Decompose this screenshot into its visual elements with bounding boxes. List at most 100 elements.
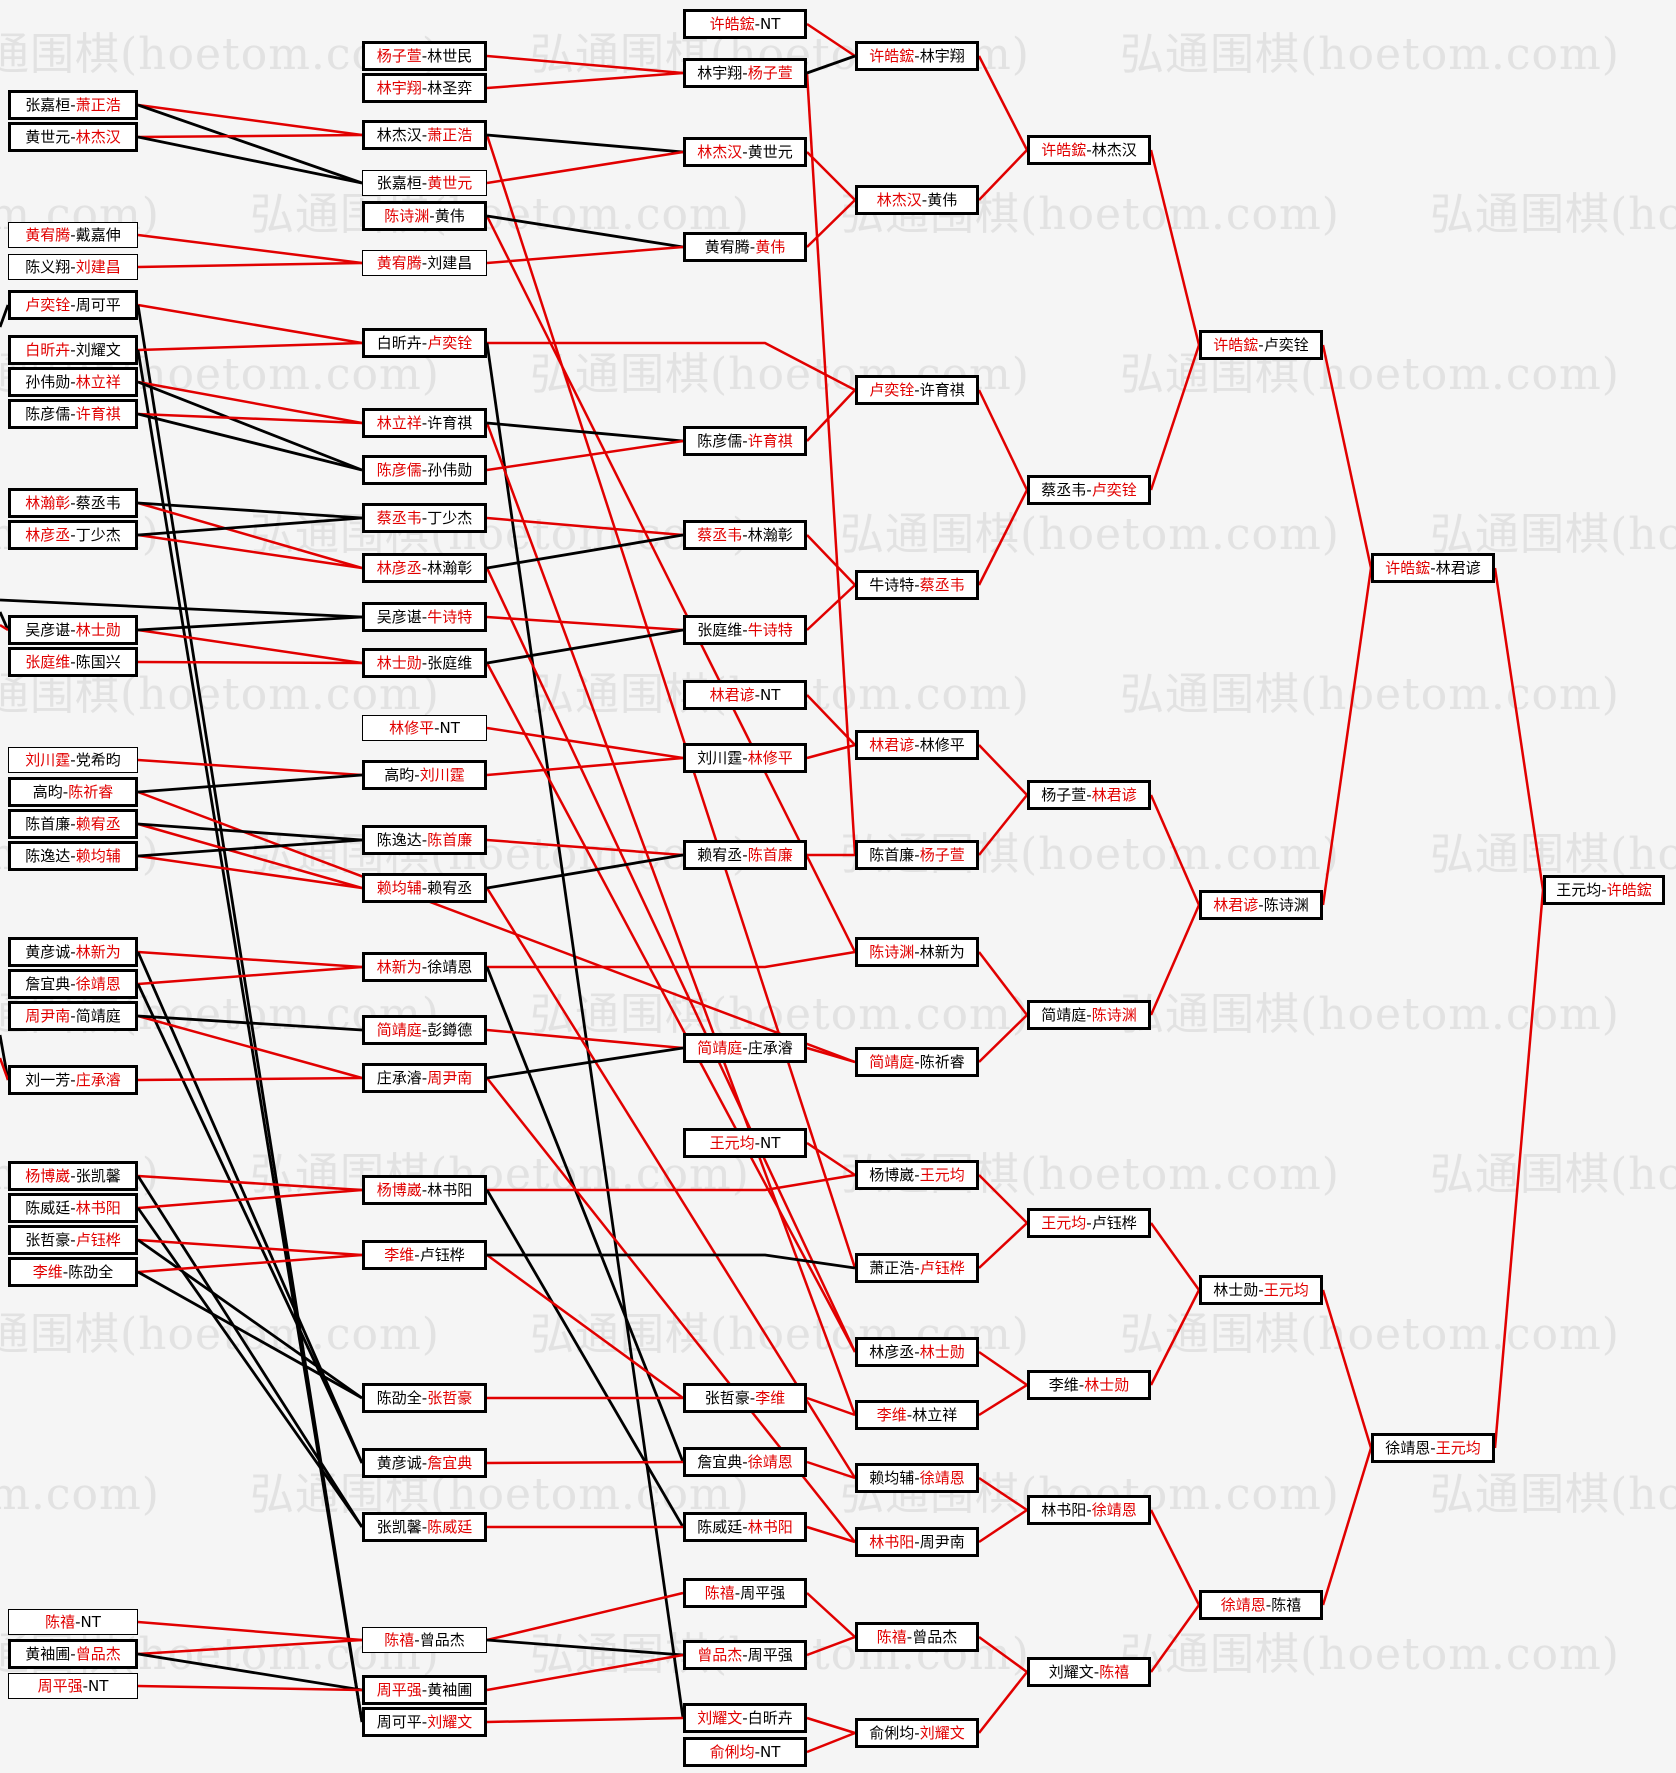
match-box: 刘一芳 - 庄承濬 — [8, 1065, 138, 1095]
match-box: 曾品杰 - 周平强 — [683, 1640, 807, 1670]
match-box: 张嘉桓 - 黄世元 — [362, 170, 487, 196]
loser-player-name: 陈义翔 — [25, 258, 71, 276]
winner-edge-line — [978, 1222, 1028, 1269]
winner-edge-line — [486, 726, 684, 760]
name-separator: - — [734, 1584, 741, 1602]
loser-edge-line — [485, 966, 685, 1463]
loser-player-name: 杨子萱 — [1041, 786, 1087, 804]
winner-edge-line — [1149, 904, 1201, 1016]
winner-player-name: 林君谚 — [869, 736, 915, 754]
winner-player-name: 林士勋 — [376, 654, 422, 672]
match-box: 詹宜典 - 徐靖恩 — [683, 1447, 807, 1477]
match-box: 徐靖恩 - 陈禧 — [1199, 1590, 1323, 1620]
name-separator: - — [70, 96, 76, 114]
winner-player-name: 杨子萱 — [919, 846, 965, 864]
loser-player-name: 高昀 — [384, 766, 415, 784]
winner-edge-line — [137, 1684, 363, 1692]
match-box: 卢奕铨 - 周可平 — [8, 290, 138, 320]
name-separator: - — [70, 373, 76, 391]
winner-edge-line — [137, 950, 363, 969]
loser-player-name: 周可平 — [75, 296, 121, 314]
match-box: 黄彦诚 - 詹宜典 — [362, 1448, 487, 1478]
loser-player-name: 徐靖恩 — [1385, 1439, 1431, 1457]
winner-player-name: 刘建昌 — [75, 258, 121, 276]
loser-player-name: 张庭维 — [697, 621, 743, 639]
winner-edge-line — [806, 1525, 856, 1544]
name-separator: - — [70, 1645, 76, 1663]
loser-player-name: 刘建昌 — [427, 254, 473, 272]
winner-player-name: 卢奕铨 — [25, 296, 71, 314]
match-box: 刘耀文 - 陈禧 — [1027, 1657, 1151, 1687]
name-separator: - — [434, 719, 440, 737]
match-box: 白昕卉 - 刘耀文 — [8, 335, 138, 365]
winner-player-name: 徐靖恩 — [75, 975, 121, 993]
loser-player-name: 林杰汉 — [1091, 141, 1137, 159]
match-box: 徐靖恩 - 王元均 — [1371, 1433, 1495, 1463]
winner-edge-line — [486, 516, 684, 537]
watermark-text: 弘通围棋(hoetom.com) — [1120, 1309, 1620, 1360]
loser-edge-line — [137, 1238, 363, 1400]
winner-edge-line — [1149, 1289, 1201, 1386]
winner-player-name: 林修平 — [747, 749, 793, 767]
name-separator: - — [421, 126, 428, 144]
winner-edge-line — [137, 233, 363, 265]
winner-player-name: 林君谚 — [1091, 786, 1137, 804]
winner-player-name: 林君谚 — [709, 686, 755, 704]
winner-player-name: 周尹南 — [25, 1007, 71, 1025]
name-separator: - — [421, 1454, 428, 1472]
name-separator: - — [70, 1199, 76, 1217]
match-box: 俞俐均 - 刘耀文 — [855, 1718, 979, 1748]
winner-player-name: 林新为 — [376, 958, 422, 976]
loser-player-name: 庄承濬 — [747, 1039, 793, 1057]
match-box: 张哲豪 - 卢钰桦 — [8, 1225, 138, 1255]
match-box: 张庭维 - 牛诗特 — [683, 615, 807, 645]
match-box: 陈彦儒 - 许育祺 — [683, 426, 807, 456]
name-separator: - — [421, 958, 428, 976]
loser-player-name: 林世民 — [427, 47, 473, 65]
winner-edge-line — [978, 1635, 1028, 1674]
name-separator: - — [421, 831, 428, 849]
winner-player-name: 卢奕铨 — [1091, 481, 1137, 499]
winner-player-name: 许育祺 — [75, 405, 121, 423]
name-separator: - — [70, 1007, 76, 1025]
winner-edge-line — [806, 151, 856, 201]
winner-player-name: 林士勋 — [75, 621, 121, 639]
loser-player-name: 陈威廷 — [697, 1518, 743, 1536]
winner-edge-line — [137, 1238, 363, 1257]
winner-player-name: 林杰汉 — [876, 191, 922, 209]
loser-player-name: 詹宜典 — [697, 1453, 743, 1471]
winner-player-name: 杨博崴 — [25, 1167, 71, 1185]
match-box: 林君谚 - 林修平 — [855, 730, 979, 760]
winner-player-name: 牛诗特 — [427, 608, 473, 626]
loser-player-name: 牛诗特 — [869, 576, 915, 594]
match-box: 黄袖圃 - 曾品杰 — [8, 1639, 138, 1669]
loser-player-name: 彭鐏德 — [427, 1021, 473, 1039]
loser-player-name: 林瀚彰 — [427, 559, 473, 577]
match-box: 蔡丞韦 - 丁少杰 — [362, 503, 487, 533]
winner-edge-line — [486, 1591, 684, 1642]
winner-player-name: 林士勋 — [1084, 1376, 1130, 1394]
winner-player-name: 杨子萱 — [376, 47, 422, 65]
winner-player-name: 黄世元 — [427, 174, 473, 192]
winner-edge-line — [1321, 1289, 1373, 1449]
winner-edge-line — [1493, 567, 1545, 891]
winner-edge-line — [486, 54, 684, 75]
winner-edge-line — [137, 1188, 363, 1210]
winner-player-name: 蔡丞韦 — [697, 526, 743, 544]
winner-edge-line — [137, 103, 363, 137]
loser-player-name: 林圣弈 — [427, 79, 473, 97]
name-separator: - — [914, 1469, 920, 1487]
loser-edge-line — [137, 516, 363, 537]
loser-player-name: 吴彦谌 — [376, 608, 422, 626]
loser-player-name: 周尹南 — [919, 1533, 965, 1551]
loser-edge-line — [486, 533, 684, 570]
winner-edge-line — [486, 439, 684, 472]
winner-player-name: 张哲豪 — [427, 1389, 473, 1407]
winner-edge-line — [487, 1173, 856, 1192]
winner-player-name: 李维 — [384, 1246, 415, 1264]
match-box: 高昀 - 陈祈睿 — [8, 777, 138, 807]
winner-edge-line — [486, 1253, 684, 1400]
loser-player-name: 林书阳 — [427, 1181, 473, 1199]
winner-edge-line — [806, 534, 856, 586]
